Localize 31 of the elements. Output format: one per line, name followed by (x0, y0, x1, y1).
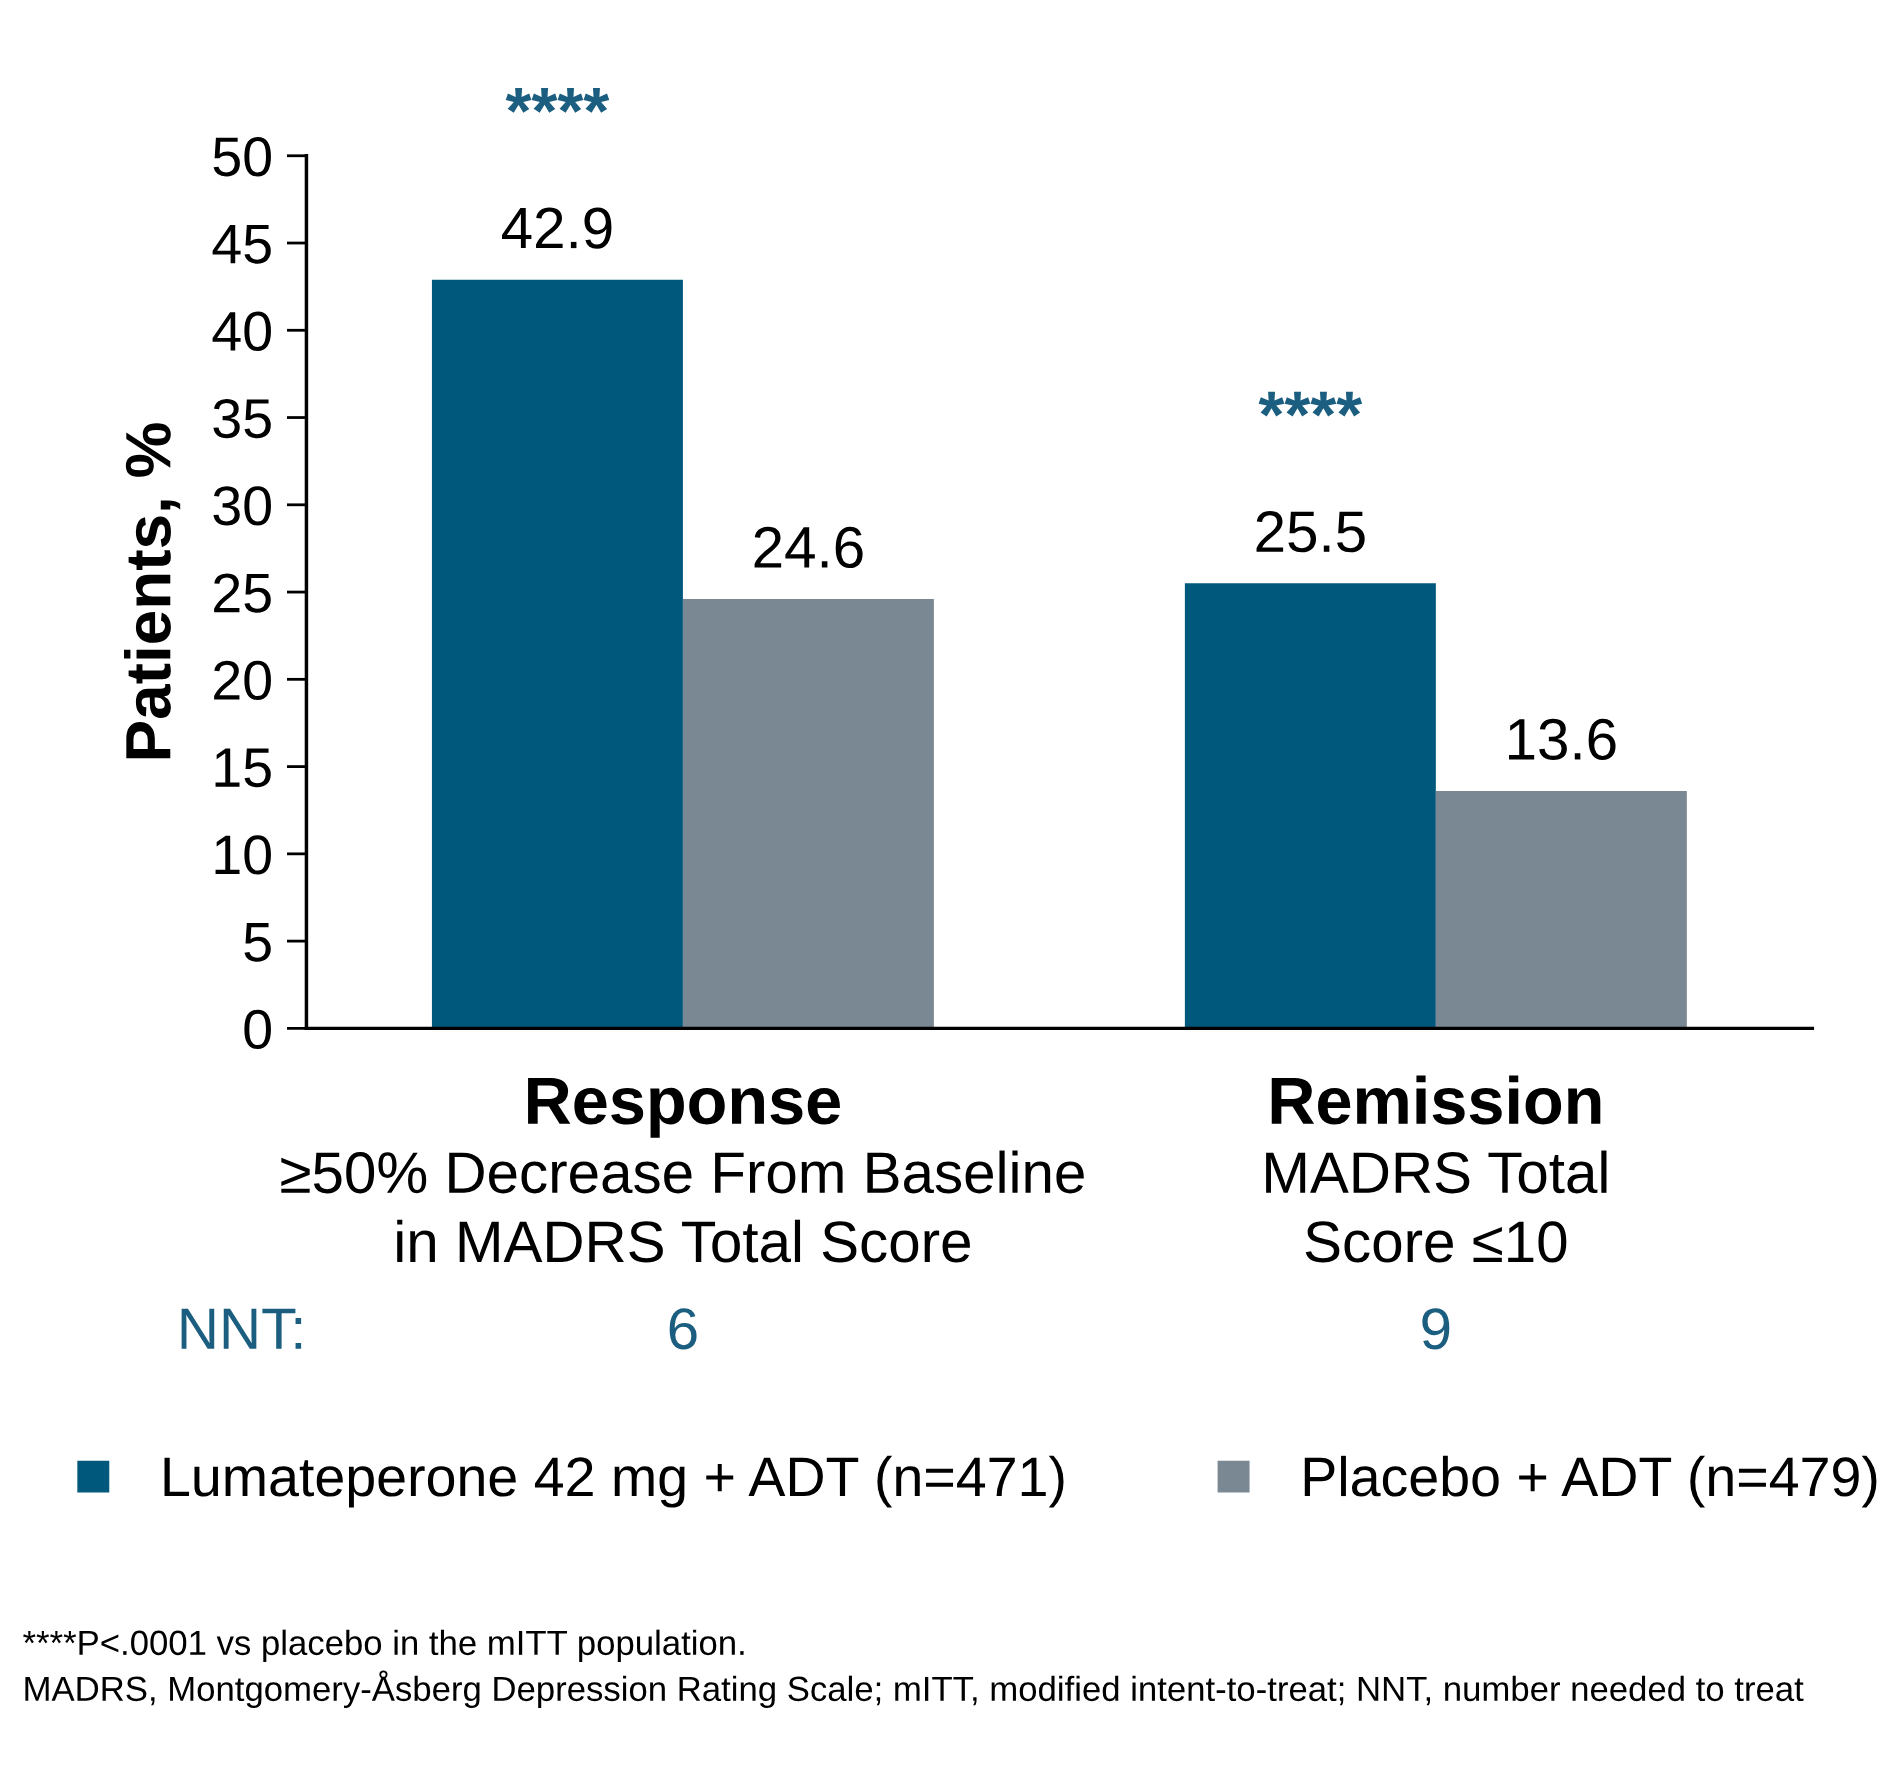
bar (431, 279, 683, 1029)
bar (682, 599, 934, 1029)
y-tick-label: 25 (214, 573, 271, 613)
text: 6 (669, 1308, 697, 1350)
text: NNT: (181, 1308, 302, 1349)
y-tick-label: 35 (213, 398, 271, 439)
y-tick-label: 15 (215, 748, 271, 788)
text: ****P<.0001 vs placebo in the mITT population. (23, 1629, 744, 1663)
data-label: 24.6 (754, 526, 863, 569)
y-tick-label: 0 (244, 1009, 271, 1050)
y-tick-label: 45 (212, 224, 271, 264)
legend-label: Lumateperone 42 mg + ADT (n=471) (164, 1455, 1064, 1508)
x-tick-label: Response ≥50% Decrease From Baseline in MADRS Total Score (281, 1077, 1084, 1263)
y-axis-title: Patients, % (123, 423, 181, 759)
y-tick-label: 30 (213, 486, 271, 526)
bar (1184, 583, 1436, 1029)
annotation: **** (1258, 391, 1363, 417)
data-label: 13.6 (1509, 718, 1616, 761)
data-label: 25.5 (1256, 511, 1365, 553)
annotation: **** (505, 88, 610, 113)
y-tick-label: 50 (213, 137, 271, 177)
y-tick-label: 20 (214, 660, 271, 700)
bar (1435, 791, 1687, 1029)
y-tick-label: 40 (212, 311, 271, 351)
y-tick-label: 10 (215, 835, 271, 875)
legend-label: Placebo + ADT (n=479) (1304, 1455, 1877, 1508)
text: 9 (1422, 1308, 1450, 1350)
x-tick-label: Remission MADRS Total Score ≤10 (1266, 1075, 1607, 1263)
y-tick-label: 5 (244, 923, 271, 962)
data-label: 42.9 (502, 207, 612, 249)
text: MADRS, Montgomery-Åsberg Depression Rating Scale; mITT, modified intent-to-treat; NNT, number needed to treat (25, 1670, 1804, 1709)
